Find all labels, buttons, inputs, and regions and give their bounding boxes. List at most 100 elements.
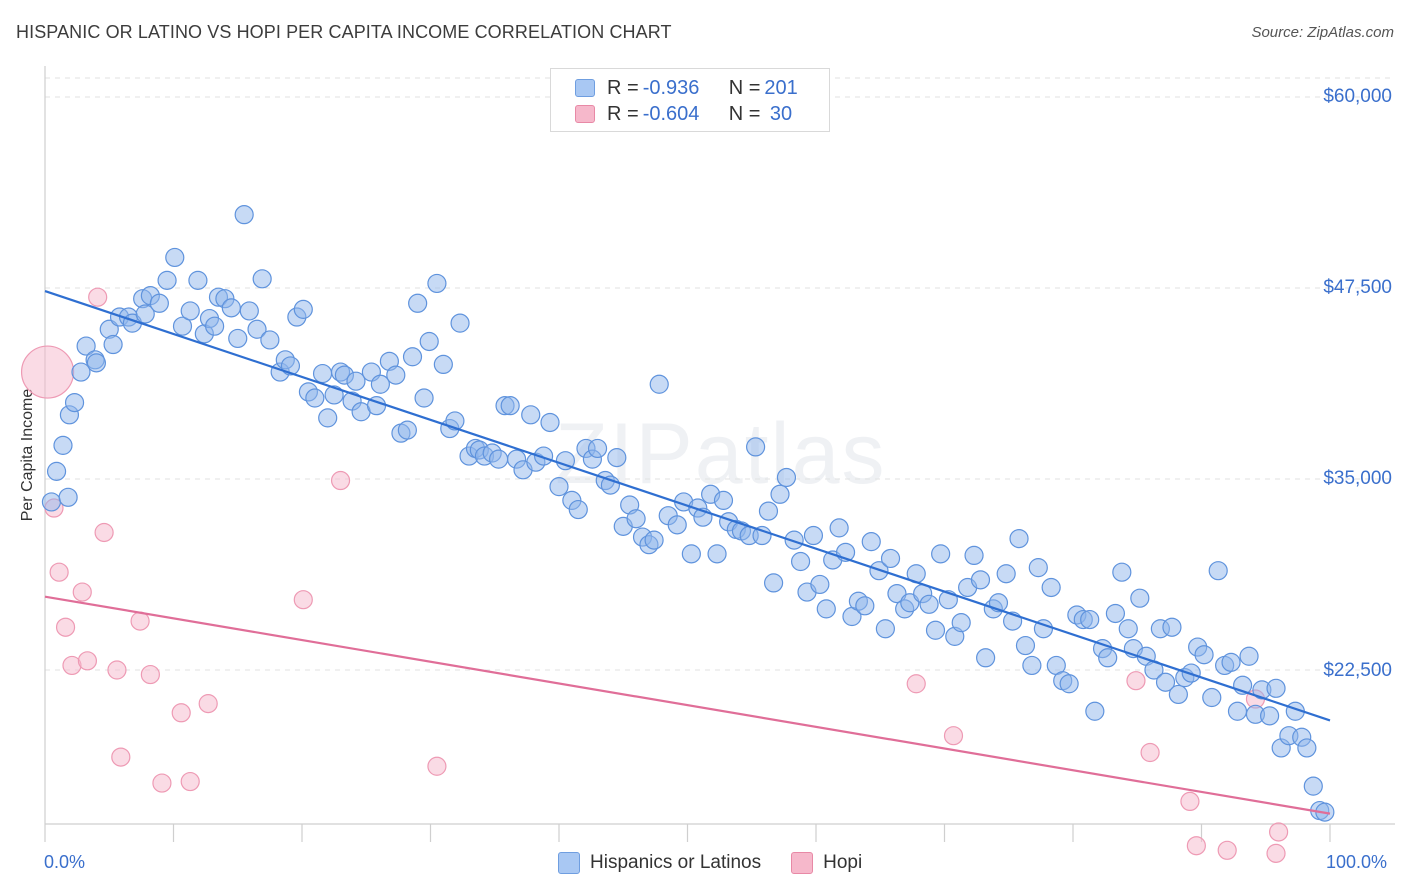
trend-lines — [44, 290, 1331, 815]
hispanic-point — [149, 293, 169, 313]
legend-n-label: N = — [728, 102, 761, 125]
hispanic-point — [996, 564, 1016, 584]
x-tick-label-left: 0.0% — [44, 852, 86, 872]
hispanic-point — [346, 371, 366, 391]
hispanic-point — [1015, 635, 1036, 656]
hopi-point — [49, 562, 69, 582]
legend-row-hispanic: R = -0.936 N = 201 — [575, 76, 798, 100]
hopi-point — [72, 582, 92, 602]
hispanic-point — [1028, 558, 1048, 578]
legend-row-hopi: R = -0.604 N = 30 — [575, 102, 792, 126]
hispanic-point — [1194, 645, 1214, 665]
hispanic-point — [305, 388, 325, 408]
y-tick-label-47500: $47,500 — [1323, 277, 1392, 298]
hispanic-point — [402, 347, 423, 367]
hispanic-point — [607, 448, 627, 468]
hispanic-point — [803, 525, 824, 546]
hispanic-point — [758, 501, 779, 521]
hispanic-point — [770, 484, 790, 504]
hispanic-point — [951, 613, 971, 633]
legend-item-hispanic[interactable]: Hispanics or Latinos — [558, 852, 761, 874]
hispanic-point — [1085, 701, 1105, 721]
hispanic-point — [861, 532, 881, 552]
hispanic-point — [875, 619, 895, 639]
hispanic-point — [681, 544, 701, 564]
watermark: ZIPatlas — [555, 405, 886, 504]
legend-n-value: 30 — [764, 102, 793, 125]
hopi-point — [111, 747, 131, 767]
hispanic-point — [228, 328, 248, 349]
hopi-point — [293, 590, 313, 610]
hopi-point — [1217, 840, 1237, 860]
hispanic-trend-line — [44, 290, 1331, 722]
hopi-trend-line — [44, 595, 1331, 815]
hopi-point — [107, 660, 127, 680]
hispanic-point — [76, 336, 96, 356]
hopi-point — [140, 664, 160, 685]
hispanic-point — [414, 388, 434, 408]
hispanic-point — [165, 247, 185, 268]
series-legend: Hispanics or Latinos Hopi — [558, 852, 892, 874]
hispanic-point — [776, 467, 797, 488]
hispanic-point — [234, 205, 254, 225]
hispanic-point — [408, 293, 428, 313]
hispanic-point — [713, 490, 734, 510]
hispanic-point — [103, 334, 123, 355]
hispanic-point — [1059, 674, 1079, 694]
hispanic-point — [293, 299, 313, 319]
hispanic-point — [964, 545, 984, 566]
hopi-point — [180, 771, 200, 792]
hispanic-point — [71, 362, 91, 382]
hispanic-point — [1162, 617, 1182, 637]
hispanic-point — [644, 530, 664, 550]
hispanic-point — [919, 594, 939, 614]
legend-swatch-hopi — [791, 852, 814, 874]
legend-label-hopi: Hopi — [823, 852, 863, 873]
hispanic-point — [855, 596, 875, 616]
hispanic-point — [568, 499, 588, 520]
hispanic-point — [1168, 684, 1188, 705]
hopi-point — [171, 703, 191, 723]
hispanic-points — [41, 205, 1335, 822]
hopi-point — [330, 470, 351, 491]
legend-r-value: -0.936 — [642, 76, 700, 99]
gridlines — [45, 77, 1395, 671]
hispanic-point — [925, 620, 946, 640]
hispanic-point — [880, 548, 901, 569]
hispanic-point — [450, 313, 470, 333]
hispanic-point — [1105, 603, 1126, 624]
hopi-point — [77, 651, 98, 671]
hispanic-point — [667, 515, 687, 535]
hispanic-point — [1266, 678, 1286, 698]
hispanic-point — [1221, 652, 1241, 672]
hispanic-point — [587, 438, 608, 459]
hispanic-point — [180, 301, 200, 321]
hispanic-point — [746, 437, 766, 457]
hispanic-point — [649, 374, 669, 394]
hispanic-point — [397, 420, 417, 440]
hopi-point — [1186, 836, 1206, 856]
hispanic-point — [188, 270, 208, 290]
hispanic-point — [221, 298, 241, 318]
hopi-point — [198, 694, 218, 714]
hopi-point — [88, 287, 108, 307]
hopi-points — [20, 287, 1289, 863]
y-tick-label-22500: $22,500 — [1323, 660, 1392, 681]
hispanic-point — [970, 570, 991, 590]
hispanic-point — [1041, 577, 1061, 598]
hopi-point — [1140, 742, 1160, 763]
hispanic-point — [1202, 687, 1222, 708]
hispanic-point — [1227, 701, 1248, 721]
hispanic-point — [46, 461, 67, 481]
hispanic-point — [370, 374, 390, 394]
legend-swatch-hispanic — [558, 852, 580, 874]
hispanic-point — [324, 385, 344, 405]
hopi-point — [94, 522, 114, 543]
hispanic-point — [1009, 528, 1029, 549]
legend-item-hopi[interactable]: Hopi — [791, 852, 862, 874]
hopi-point — [943, 726, 964, 746]
hispanic-point — [135, 304, 155, 324]
hispanic-point — [1130, 588, 1150, 608]
y-tick-label-60000: $60,000 — [1323, 86, 1392, 107]
correlation-legend: R = -0.936 N = 201 R = -0.604 N = 30 — [550, 68, 830, 132]
